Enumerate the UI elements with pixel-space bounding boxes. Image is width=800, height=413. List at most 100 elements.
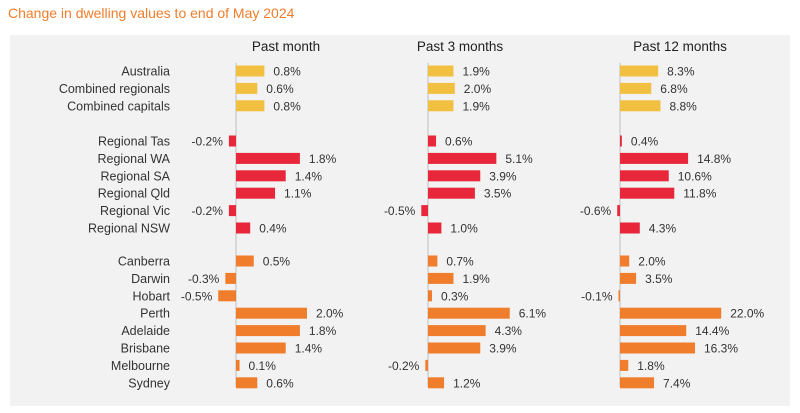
bar-regional-wa-past-month <box>236 152 300 164</box>
row-label-melbourne: Melbourne <box>111 359 170 373</box>
bar-melbourne-past-3-months <box>425 359 428 371</box>
data-label-regional-wa-past-month: 1.8% <box>309 152 337 166</box>
bar-combined-capitals-past-month <box>236 100 265 112</box>
data-label-regional-sa-past-3-months: 3.9% <box>489 169 517 183</box>
bar-perth-past-month <box>236 307 307 319</box>
row-label-canberra: Canberra <box>118 255 170 269</box>
row-label-sydney: Sydney <box>128 376 170 390</box>
bar-hobart-past-3-months <box>428 290 433 302</box>
row-label-regional-sa: Regional SA <box>101 169 171 183</box>
column-header-past-month: Past month <box>252 39 320 54</box>
bar-hobart-past-12-months <box>618 290 620 302</box>
bar-regional-tas-past-month <box>228 135 236 147</box>
row-label-regional-nsw: Regional NSW <box>88 222 170 236</box>
bar-regional-wa-past-12-months <box>620 152 689 164</box>
bar-brisbane-past-month <box>236 342 286 354</box>
bar-australia-past-12-months <box>620 65 659 77</box>
row-label-combined-regionals: Combined regionals <box>59 82 170 96</box>
data-label-regional-nsw-past-3-months: 1.0% <box>450 222 478 236</box>
dwelling-values-chart: Past month Past 3 months Past 12 months Aus… <box>59 39 765 390</box>
data-label-regional-qld-past-month: 1.1% <box>284 187 312 201</box>
data-label-brisbane-past-3-months: 3.9% <box>489 342 517 356</box>
bar-regional-nsw-past-3-months <box>428 222 442 234</box>
data-label-regional-tas-past-12-months: 0.4% <box>631 135 659 149</box>
row-label-regional-qld: Regional Qld <box>98 187 170 201</box>
bar-melbourne-past-12-months <box>620 359 629 371</box>
bar-regional-vic-past-month <box>228 205 236 217</box>
bar-regional-vic-past-12-months <box>617 205 620 217</box>
bar-regional-nsw-past-month <box>236 222 251 234</box>
data-label-combined-capitals-past-month: 0.8% <box>273 99 301 113</box>
bar-canberra-past-12-months <box>620 255 630 267</box>
bar-adelaide-past-3-months <box>428 325 486 337</box>
bar-regional-tas-past-12-months <box>620 135 622 147</box>
data-label-regional-tas-past-month: -0.2% <box>192 135 224 149</box>
row-label-regional-wa: Regional WA <box>98 152 171 166</box>
data-label-australia-past-3-months: 1.9% <box>462 65 490 79</box>
bar-combined-capitals-past-3-months <box>428 100 454 112</box>
row-label-brisbane: Brisbane <box>121 342 170 356</box>
bar-combined-regionals-past-3-months <box>428 82 455 94</box>
data-label-canberra-past-3-months: 0.7% <box>446 255 474 269</box>
data-label-combined-capitals-past-12-months: 8.8% <box>669 99 697 113</box>
data-label-regional-vic-past-12-months: -0.6% <box>580 204 612 218</box>
bar-regional-vic-past-3-months <box>421 205 428 217</box>
data-label-adelaide-past-month: 1.8% <box>309 324 337 338</box>
data-label-brisbane-past-month: 1.4% <box>295 342 323 356</box>
bar-regional-sa-past-month <box>236 170 286 182</box>
data-label-perth-past-3-months: 6.1% <box>519 307 547 321</box>
data-label-regional-qld-past-3-months: 3.5% <box>484 187 512 201</box>
data-label-canberra-past-12-months: 2.0% <box>638 255 666 269</box>
data-label-regional-wa-past-3-months: 5.1% <box>505 152 533 166</box>
data-label-regional-sa-past-12-months: 10.6% <box>678 169 712 183</box>
data-label-combined-regionals-past-month: 0.6% <box>266 82 294 96</box>
data-label-sydney-past-month: 0.6% <box>266 376 294 390</box>
bar-hobart-past-month <box>218 290 236 302</box>
data-label-canberra-past-month: 0.5% <box>263 255 291 269</box>
bar-regional-sa-past-12-months <box>620 170 669 182</box>
row-label-regional-tas: Regional Tas <box>98 135 170 149</box>
bar-adelaide-past-12-months <box>620 325 687 337</box>
bar-darwin-past-month <box>225 272 236 284</box>
data-label-brisbane-past-12-months: 16.3% <box>704 342 738 356</box>
data-label-hobart-past-3-months: 0.3% <box>441 289 469 303</box>
row-label-hobart: Hobart <box>132 289 170 303</box>
data-label-combined-capitals-past-3-months: 1.9% <box>462 99 490 113</box>
bar-adelaide-past-month <box>236 325 300 337</box>
data-label-regional-nsw-past-month: 0.4% <box>259 222 287 236</box>
data-label-perth-past-month: 2.0% <box>316 307 344 321</box>
bar-melbourne-past-month <box>236 359 240 371</box>
column-header-past-12-months: Past 12 months <box>633 39 727 54</box>
bar-australia-past-month <box>236 65 265 77</box>
data-label-sydney-past-3-months: 1.2% <box>453 376 481 390</box>
row-label-darwin: Darwin <box>131 272 170 286</box>
data-label-australia-past-12-months: 8.3% <box>667 65 695 79</box>
data-label-perth-past-12-months: 22.0% <box>730 307 764 321</box>
data-label-adelaide-past-12-months: 14.4% <box>695 324 729 338</box>
bar-combined-regionals-past-month <box>236 82 258 94</box>
bar-brisbane-past-3-months <box>428 342 481 354</box>
bar-regional-wa-past-3-months <box>428 152 497 164</box>
bar-sydney-past-12-months <box>620 377 655 389</box>
row-label-adelaide: Adelaide <box>121 324 170 338</box>
bar-regional-tas-past-3-months <box>428 135 437 147</box>
row-label-australia: Australia <box>121 65 170 79</box>
bar-darwin-past-3-months <box>428 272 454 284</box>
bar-perth-past-12-months <box>620 307 722 319</box>
bar-sydney-past-month <box>236 377 258 389</box>
data-label-hobart-past-month: -0.5% <box>181 289 213 303</box>
data-label-regional-qld-past-12-months: 11.8% <box>683 187 716 201</box>
column-header-past-3-months: Past 3 months <box>417 39 504 54</box>
bar-canberra-past-month <box>236 255 254 267</box>
data-label-darwin-past-3-months: 1.9% <box>462 272 490 286</box>
data-label-adelaide-past-3-months: 4.3% <box>495 324 523 338</box>
data-label-regional-tas-past-3-months: 0.6% <box>445 135 473 149</box>
data-label-combined-regionals-past-3-months: 2.0% <box>464 82 492 96</box>
data-label-darwin-past-12-months: 3.5% <box>645 272 673 286</box>
data-label-combined-regionals-past-12-months: 6.8% <box>660 82 688 96</box>
data-label-regional-wa-past-12-months: 14.8% <box>697 152 731 166</box>
data-label-regional-nsw-past-12-months: 4.3% <box>649 222 677 236</box>
data-label-darwin-past-month: -0.3% <box>188 272 220 286</box>
row-label-regional-vic: Regional Vic <box>100 204 170 218</box>
data-label-regional-vic-past-month: -0.2% <box>192 204 224 218</box>
